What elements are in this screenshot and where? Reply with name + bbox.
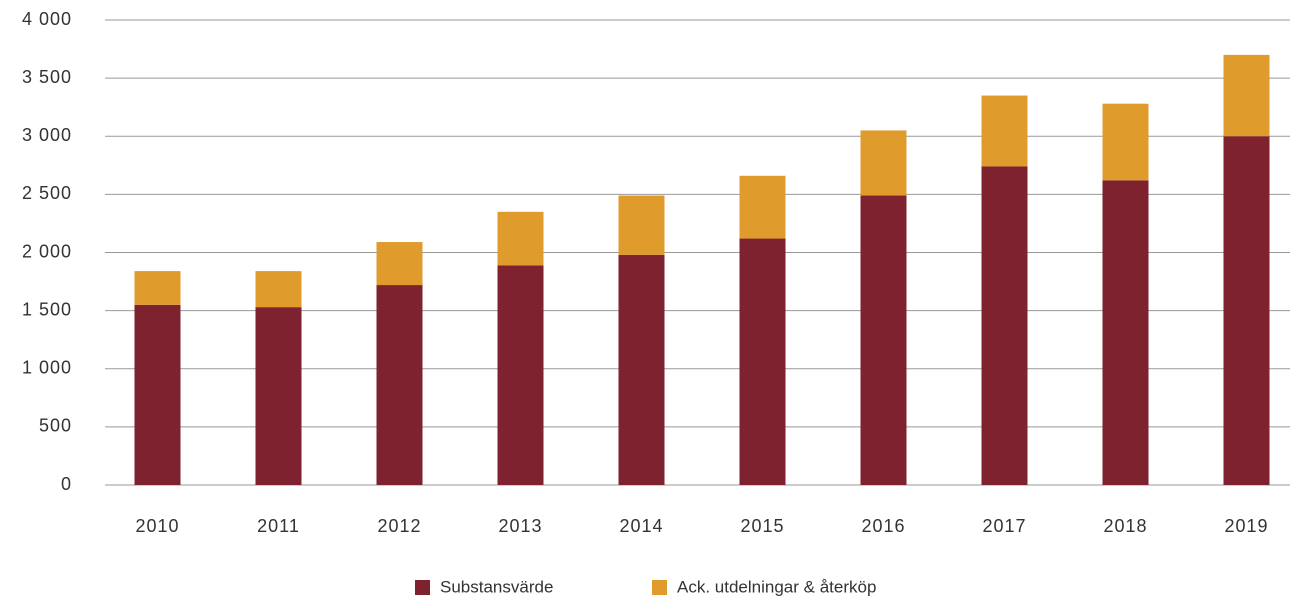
bar-segment — [1102, 103, 1149, 181]
bar-segment — [376, 242, 423, 286]
y-tick-label: 1 000 — [22, 358, 72, 378]
bar-segment — [981, 95, 1028, 167]
bar-segment — [618, 195, 665, 255]
x-tick-label: 2016 — [861, 516, 905, 536]
bar-segment — [1223, 136, 1270, 485]
y-tick-label: 1 500 — [22, 299, 72, 319]
x-tick-label: 2014 — [619, 516, 663, 536]
x-tick-label: 2013 — [498, 516, 542, 536]
bar-segment — [860, 130, 907, 196]
bar-segment — [618, 254, 665, 485]
y-tick-label: 2 000 — [22, 241, 72, 261]
y-tick-label: 4 000 — [22, 9, 72, 29]
x-tick-label: 2019 — [1224, 516, 1268, 536]
legend-label: Ack. utdelningar & återköp — [677, 577, 876, 596]
x-tick-label: 2010 — [135, 516, 179, 536]
y-tick-label: 3 500 — [22, 67, 72, 87]
bar-segment — [739, 175, 786, 239]
x-tick-label: 2011 — [257, 516, 300, 536]
bar-segment — [739, 238, 786, 485]
bar-segment — [497, 265, 544, 485]
y-tick-label: 0 — [61, 474, 72, 494]
bar-segment — [497, 211, 544, 266]
y-tick-label: 2 500 — [22, 183, 72, 203]
bar-segment — [860, 195, 907, 485]
bar-segment — [981, 166, 1028, 485]
y-tick-label: 500 — [39, 416, 72, 436]
bar-segment — [255, 271, 302, 308]
legend-swatch — [415, 580, 430, 595]
bar-segment — [1223, 54, 1270, 137]
x-tick-label: 2012 — [377, 516, 421, 536]
bar-segment — [255, 307, 302, 485]
x-tick-label: 2017 — [982, 516, 1026, 536]
legend-swatch — [652, 580, 667, 595]
bar-segment — [134, 271, 181, 305]
bar-segment — [1102, 180, 1149, 486]
bar-segment — [134, 304, 181, 485]
legend-label: Substansvärde — [440, 577, 553, 596]
x-tick-label: 2018 — [1103, 516, 1147, 536]
bar-segment — [376, 285, 423, 485]
y-tick-label: 3 000 — [22, 125, 72, 145]
x-tick-label: 2015 — [740, 516, 784, 536]
